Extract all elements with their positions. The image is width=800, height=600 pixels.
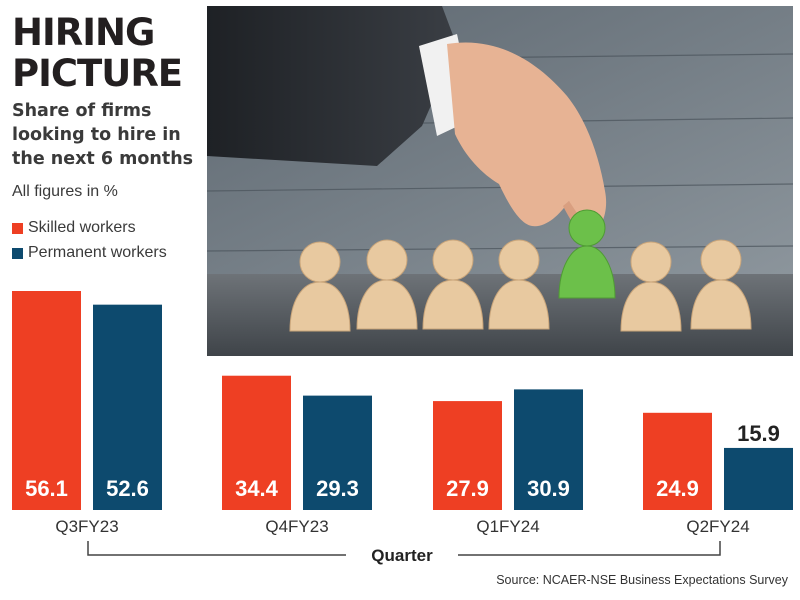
wooden-figure: [690, 239, 752, 330]
bar-permanent-q2fy24: [724, 447, 793, 510]
data-label: 56.1: [25, 476, 68, 501]
quarter-bracket-left: [87, 541, 346, 556]
subtitle-line-3: the next 6 months: [12, 149, 194, 169]
bar-permanent-q3fy23: [93, 304, 162, 510]
wooden-figure: [620, 241, 682, 332]
wooden-figure: [289, 241, 351, 332]
suit-sleeve: [207, 6, 457, 166]
legend-label-permanent: Permanent workers: [28, 244, 167, 261]
bar-permanent-q1fy24: [514, 389, 583, 510]
title-line-2: PICTURE: [12, 52, 183, 95]
x-tick-label: Q1FY24: [476, 517, 539, 536]
subtitle-line-1: Share of firms: [12, 101, 152, 121]
bar-skilled-q1fy24: [433, 401, 502, 510]
wooden-figures: [289, 239, 752, 332]
x-tick-label: Q2FY24: [686, 517, 749, 536]
data-label: 15.9: [737, 421, 780, 446]
data-label: 52.6: [106, 476, 149, 501]
legend-swatch-permanent: [12, 247, 23, 259]
bar-permanent-q4fy23: [303, 395, 372, 510]
bar-skilled-q4fy23: [222, 375, 291, 510]
wooden-figure: [488, 239, 550, 330]
title-line-1: HIRING: [12, 11, 155, 54]
wooden-figure: [356, 239, 418, 330]
data-label: 29.3: [316, 476, 359, 501]
data-label: 24.9: [656, 476, 699, 501]
quarter-bracket-right: [458, 541, 721, 556]
hiring-photo: [207, 6, 793, 356]
bar-skilled-q2fy24: [643, 412, 712, 510]
legend-item-permanent: Permanent workers: [12, 244, 167, 262]
data-label: 30.9: [527, 476, 570, 501]
data-label: 34.4: [235, 476, 279, 501]
data-label: 27.9: [446, 476, 489, 501]
x-tick-label: Q4FY23: [265, 517, 328, 536]
chart-subtitle: Share of firms looking to hire in the ne…: [12, 99, 202, 171]
chart-title: HIRING PICTURE: [12, 11, 183, 95]
bar-skilled-q3fy23: [12, 291, 81, 510]
source-note: Source: NCAER-NSE Business Expectations …: [496, 573, 788, 587]
hand: [447, 42, 607, 235]
legend-swatch-skilled: [12, 222, 23, 234]
x-axis-label: Quarter: [371, 546, 433, 565]
units-note: All figures in %: [12, 183, 118, 200]
legend-item-skilled: Skilled workers: [12, 219, 136, 237]
legend-label-skilled: Skilled workers: [28, 219, 136, 236]
wooden-figure: [422, 239, 484, 330]
x-tick-label: Q3FY23: [55, 517, 118, 536]
green-figure: [558, 209, 616, 299]
subtitle-line-2: looking to hire in: [12, 125, 181, 145]
